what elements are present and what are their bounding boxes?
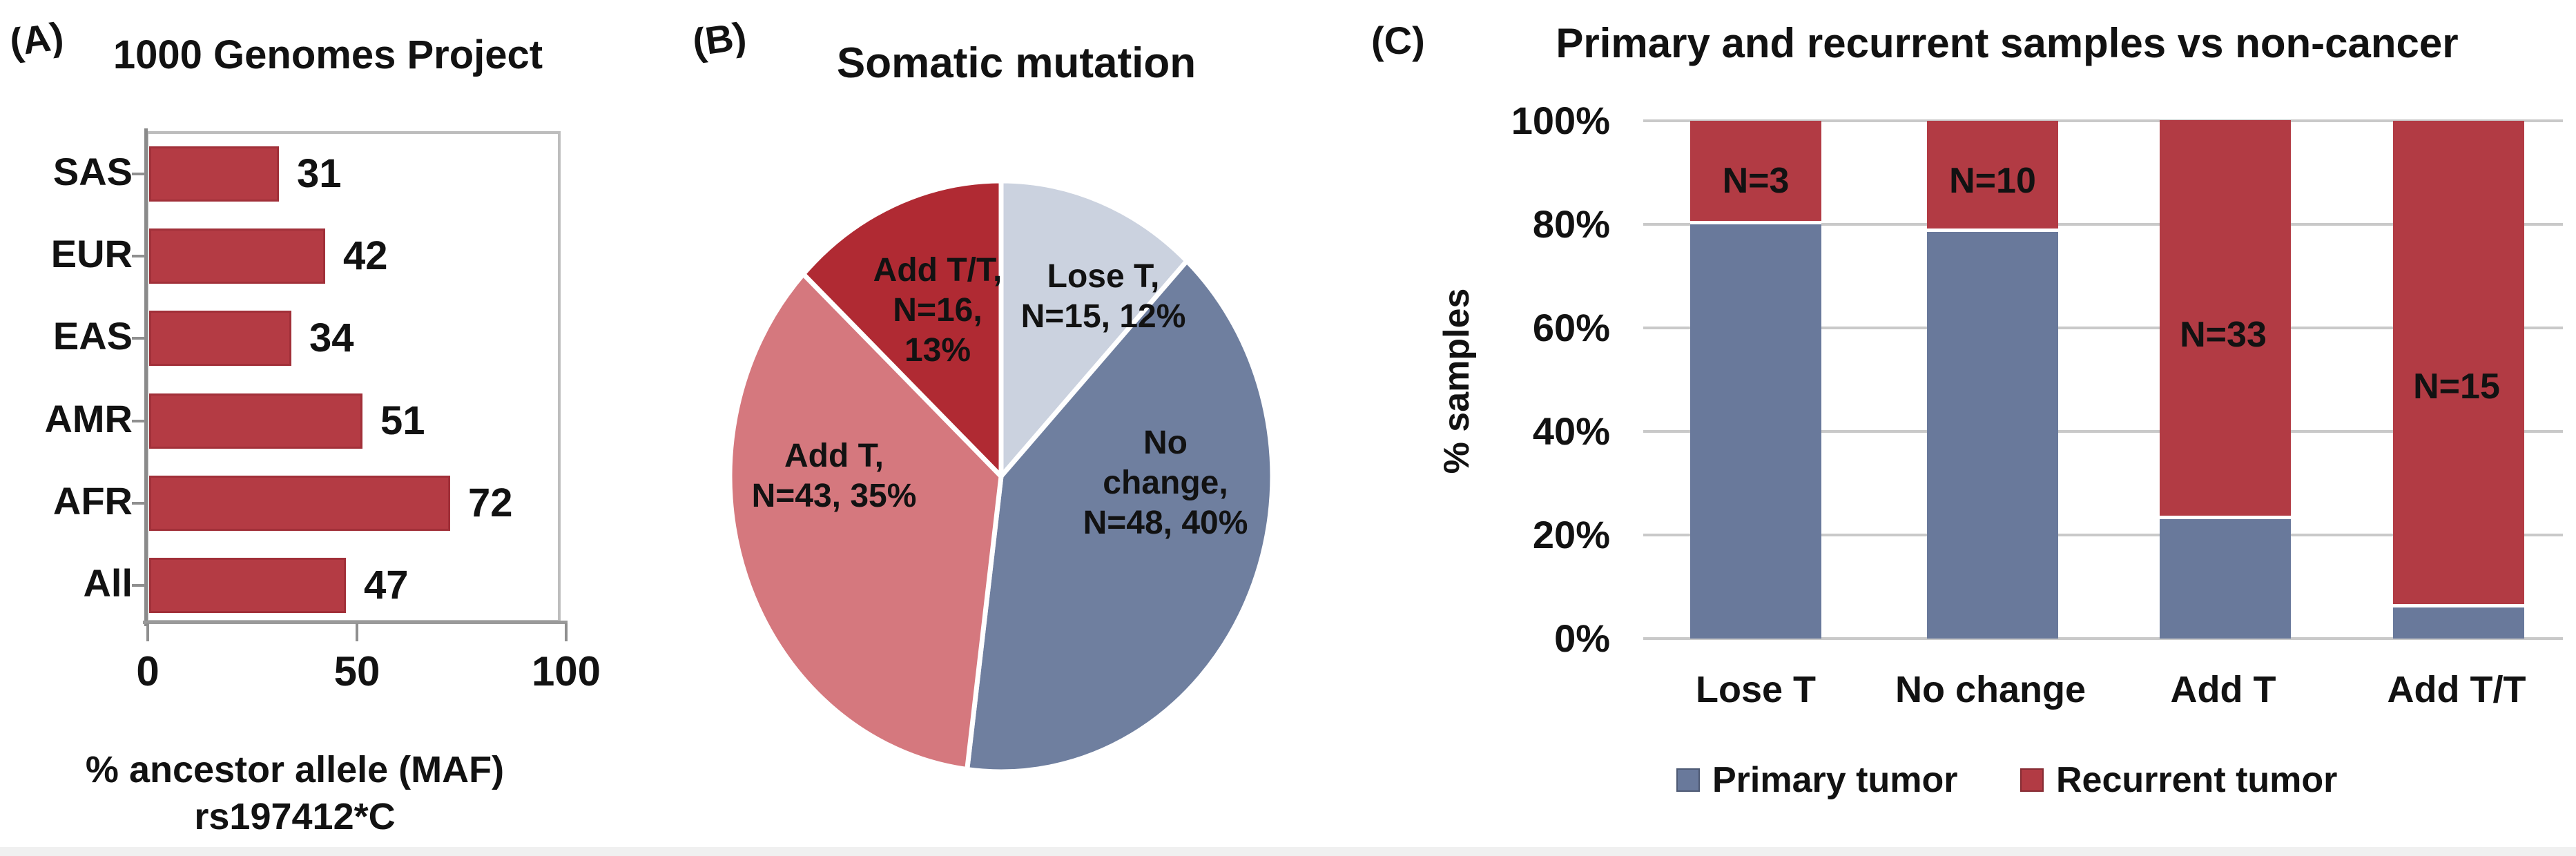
bar-value-label: 34 bbox=[309, 315, 354, 361]
legend-item-primary-tumor: Primary tumor bbox=[1676, 759, 1957, 801]
bar-All bbox=[149, 558, 346, 613]
category-label-lose-t: Lose T bbox=[1695, 669, 1817, 710]
pie-label-add-t: Add T, N=43, 35% bbox=[751, 438, 917, 514]
somatic-mutation-pie bbox=[727, 178, 1275, 775]
x-axis-tick bbox=[146, 623, 149, 641]
bar-value-label: 72 bbox=[468, 480, 513, 525]
gridline bbox=[1643, 327, 2563, 329]
bar-no-change-primary bbox=[1927, 232, 2058, 639]
y-tick-label: 40% bbox=[1532, 409, 1610, 453]
panel-b-tag: (B) bbox=[689, 13, 749, 65]
bar-lose-t-recurrent bbox=[1690, 121, 1821, 224]
category-label-no-change: No change bbox=[1895, 669, 2086, 710]
gridline bbox=[1643, 637, 2563, 640]
gridline bbox=[1643, 430, 2563, 433]
bar-EAS bbox=[149, 311, 291, 367]
y-tick-label: 0% bbox=[1554, 616, 1610, 660]
y-axis-tick bbox=[132, 337, 145, 340]
bar-EUR bbox=[149, 228, 325, 284]
bar-n-label: N=15 bbox=[2413, 367, 2500, 407]
category-label-SAS: SAS bbox=[52, 150, 133, 193]
panel-b-title: Somatic mutation bbox=[836, 39, 1197, 87]
bar-n-label: N=33 bbox=[2180, 315, 2267, 355]
bar-add-t-t-primary bbox=[2393, 607, 2524, 639]
pie-slice-add-t-t bbox=[801, 178, 1004, 479]
x-tick-label: 50 bbox=[333, 648, 380, 694]
x-tick-label: 100 bbox=[531, 648, 601, 694]
primary-tumor-swatch bbox=[1676, 768, 1700, 792]
pie-slice-no-change bbox=[965, 258, 1275, 775]
panel-a-tag: (A) bbox=[6, 13, 66, 65]
category-label-AMR: AMR bbox=[44, 396, 133, 440]
y-axis-tick bbox=[132, 419, 145, 422]
y-axis-tick bbox=[132, 501, 145, 505]
bar-no-change-recurrent bbox=[1927, 121, 2058, 232]
y-tick-label: 80% bbox=[1532, 202, 1610, 246]
panel-c-title: Primary and recurrent samples vs non-can… bbox=[1556, 20, 2459, 66]
primary-tumor-label: Primary tumor bbox=[1712, 760, 1958, 800]
y-axis-tick bbox=[132, 584, 145, 587]
pie-slice-lose-t bbox=[998, 178, 1190, 479]
pie-label-add-t-t: Add T/T, N=16, 13% bbox=[873, 252, 1003, 369]
panel-c-tag: (C) bbox=[1371, 19, 1425, 62]
x-tick-label: 0 bbox=[136, 648, 159, 694]
bar-n-label: N=3 bbox=[1722, 161, 1790, 201]
bar-SAS bbox=[149, 146, 279, 202]
bar-value-label: 42 bbox=[343, 233, 388, 279]
y-axis-tick bbox=[132, 255, 145, 258]
x-axis-tick bbox=[356, 623, 358, 641]
category-label-EAS: EAS bbox=[52, 314, 133, 358]
bar-lose-t-primary bbox=[1690, 224, 1821, 639]
gridline bbox=[1643, 223, 2563, 226]
y-tick-label: 20% bbox=[1532, 513, 1610, 556]
category-label-add-t-t: Add T/T bbox=[2387, 669, 2526, 710]
panel-a-plot-border bbox=[146, 131, 561, 623]
y-tick-label: 100% bbox=[1511, 99, 1610, 142]
category-label-add-t: Add T bbox=[2170, 669, 2276, 710]
pie-slice-add-t bbox=[727, 271, 1004, 772]
gridline bbox=[1643, 119, 2563, 122]
panel-a-y-axis bbox=[144, 128, 148, 626]
panel-a-x-axis bbox=[143, 621, 568, 624]
bar-add-t-t-recurrent bbox=[2393, 121, 2524, 607]
bar-AMR bbox=[149, 393, 362, 449]
bottom-strip bbox=[0, 847, 2576, 856]
bar-value-label: 51 bbox=[380, 398, 425, 443]
bar-add-t-recurrent bbox=[2160, 120, 2291, 519]
bar-add-t-primary bbox=[2160, 519, 2291, 639]
category-label-All: All bbox=[83, 561, 133, 605]
category-label-EUR: EUR bbox=[50, 232, 133, 276]
recurrent-tumor-label: Recurrent tumor bbox=[2056, 760, 2338, 800]
pie-label-no-change: No change, N=48, 40% bbox=[1083, 425, 1248, 541]
panel-a-title: 1000 Genomes Project bbox=[113, 32, 543, 77]
recurrent-tumor-swatch bbox=[2020, 768, 2044, 792]
bar-value-label: 31 bbox=[297, 151, 342, 196]
category-label-AFR: AFR bbox=[52, 478, 133, 523]
bar-value-label: 47 bbox=[364, 563, 409, 607]
panel-a-xlabel-line2: rs197412*C bbox=[194, 796, 396, 837]
legend-item-recurrent-tumor: Recurrent tumor bbox=[2020, 759, 2337, 801]
gridline bbox=[1643, 534, 2563, 536]
bar-AFR bbox=[149, 475, 450, 531]
panel-a-xlabel-line1: % ancestor allele (MAF) bbox=[85, 749, 505, 790]
pie-label-lose-t: Lose T, N=15, 12% bbox=[1020, 258, 1186, 335]
y-tick-label: 60% bbox=[1532, 306, 1610, 349]
x-axis-tick bbox=[565, 623, 568, 641]
y-axis-tick bbox=[132, 173, 145, 175]
bar-n-label: N=10 bbox=[1949, 161, 2036, 201]
